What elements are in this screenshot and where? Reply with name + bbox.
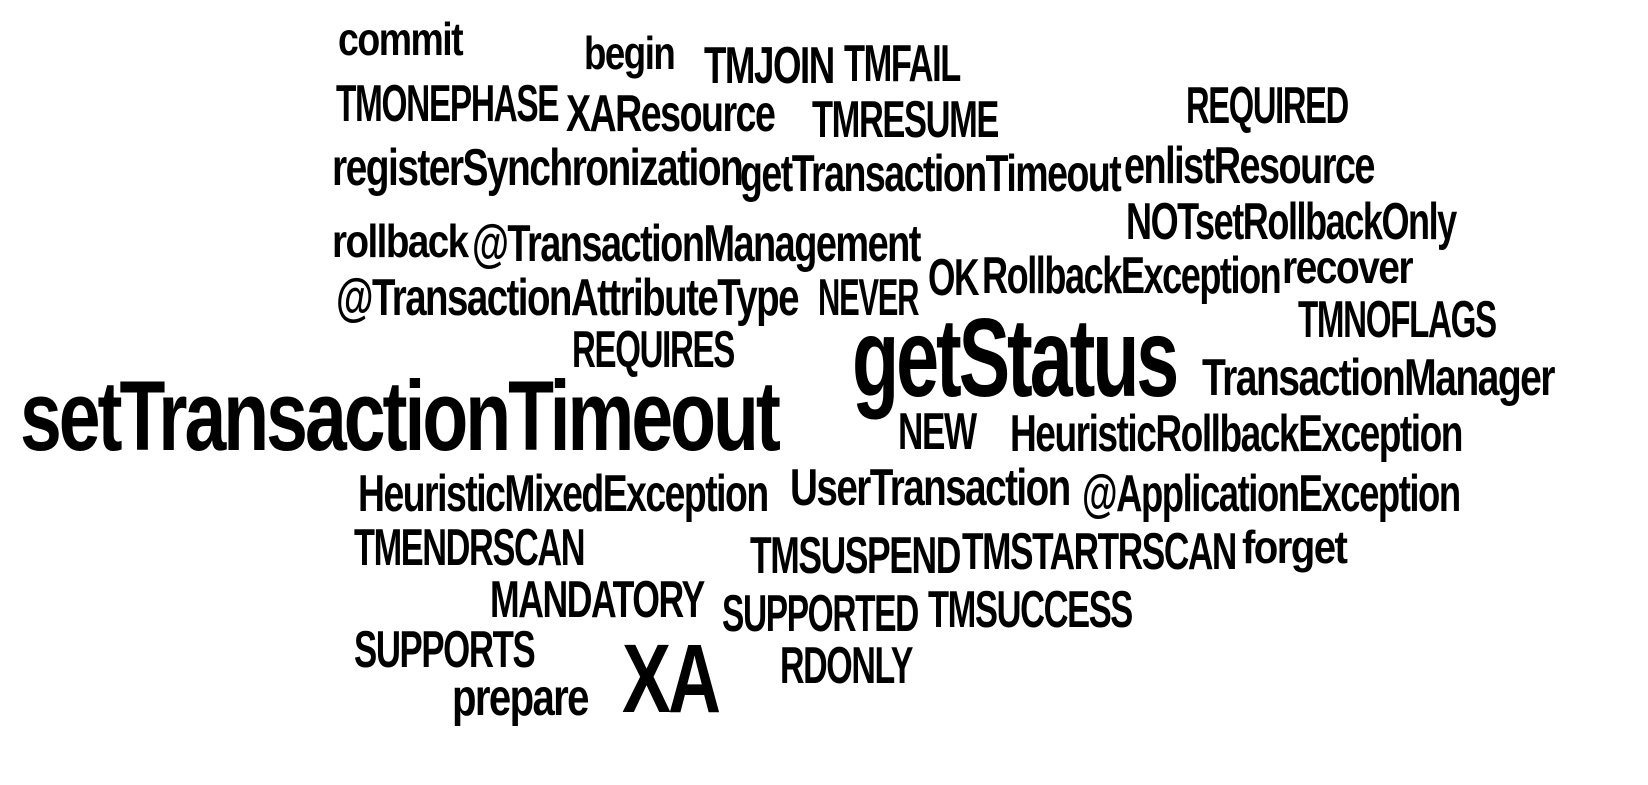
- word-gettransactiontimeout: getTransactionTimeout: [740, 145, 1122, 203]
- word-usertransaction: UserTransaction: [790, 459, 1071, 517]
- word-begin: begin: [584, 27, 676, 79]
- word-xa: XA: [622, 624, 721, 733]
- word-heuristicmixedexception: HeuristicMixedException: [358, 465, 769, 523]
- word-heuristicrollbackexception: HeuristicRollbackException: [1010, 405, 1463, 463]
- word-forget: forget: [1242, 521, 1348, 573]
- word-mandatory: MANDATORY: [490, 571, 705, 629]
- word-rdonly: RDONLY: [780, 637, 913, 695]
- word-commit: commit: [338, 13, 464, 65]
- word-required: REQUIRED: [1186, 77, 1349, 135]
- word-requires: REQUIRES: [572, 321, 735, 379]
- word-supported: SUPPORTED: [722, 585, 919, 643]
- word-applicationexception: @ApplicationException: [1082, 465, 1461, 523]
- word-supports: SUPPORTS: [354, 621, 536, 679]
- word-transactionmanager: TransactionManager: [1202, 349, 1556, 407]
- word-tmonephase: TMONEPHASE: [336, 75, 560, 133]
- word-settransactiontimeout: setTransactionTimeout: [20, 360, 781, 471]
- word-notsetrollbackonly: NOTsetRollbackOnly: [1126, 193, 1457, 251]
- word-tmendrscan: TMENDRSCAN: [354, 519, 586, 577]
- word-never: NEVER: [818, 269, 919, 327]
- word-registersynchronization: registerSynchronization: [332, 139, 744, 197]
- word-tmsuspend: TMSUSPEND: [750, 527, 961, 585]
- word-rollbackexception: RollbackException: [982, 247, 1282, 305]
- word-recover: recover: [1282, 241, 1414, 293]
- word-tmjoin: TMJOIN: [704, 37, 835, 95]
- word-transactionmanagement: @TransactionManagement: [472, 215, 921, 273]
- word-rollback: rollback: [332, 215, 469, 267]
- word-getstatus: getStatus: [852, 295, 1179, 420]
- word-tmfail: TMFAIL: [844, 35, 961, 93]
- word-ok: OK: [928, 249, 979, 307]
- word-new: NEW: [898, 403, 977, 461]
- word-transactionattributetype: @TransactionAttributeType: [336, 269, 799, 327]
- word-tmsuccess: TMSUCCESS: [928, 581, 1133, 639]
- word-tmstartrscan: TMSTARTRSCAN: [962, 523, 1237, 581]
- word-xaresource: XAResource: [566, 85, 776, 143]
- word-tmresume: TMRESUME: [812, 91, 999, 149]
- word-enlistresource: enlistResource: [1124, 137, 1375, 195]
- word-tmnoflags: TMNOFLAGS: [1298, 291, 1497, 349]
- word-prepare: prepare: [452, 669, 589, 727]
